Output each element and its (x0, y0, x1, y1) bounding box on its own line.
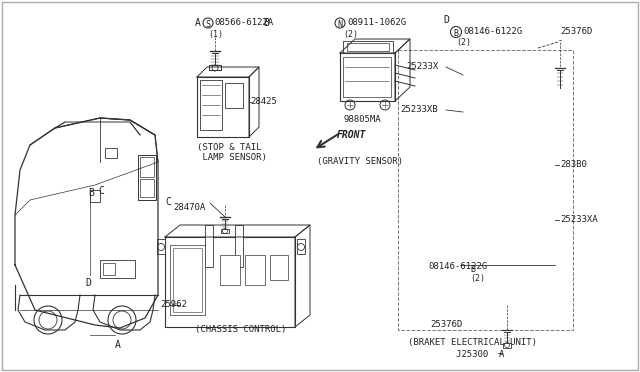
Bar (157, 239, 165, 254)
Bar (478, 80, 536, 180)
Bar (221, 229, 229, 233)
Text: D: D (443, 15, 449, 25)
Text: B: B (263, 18, 269, 28)
Text: C: C (98, 186, 104, 196)
Bar (225, 83, 243, 108)
Text: (1): (1) (208, 30, 223, 39)
Bar (270, 255, 288, 280)
Text: 283B0: 283B0 (560, 160, 587, 169)
Text: (BRAKET ELECTRICAL UNIT): (BRAKET ELECTRICAL UNIT) (408, 338, 537, 347)
Bar (503, 343, 511, 348)
Bar (197, 77, 249, 137)
Bar (138, 155, 156, 200)
Bar (460, 65, 555, 305)
Text: 28425: 28425 (250, 97, 277, 106)
Bar (200, 80, 222, 130)
Text: B: B (454, 29, 458, 38)
Bar (465, 265, 550, 300)
Bar (460, 70, 475, 300)
Text: S: S (205, 20, 210, 29)
Text: (2): (2) (343, 30, 358, 39)
Text: 08146-6122G: 08146-6122G (463, 27, 522, 36)
Bar (343, 41, 393, 53)
Bar (170, 245, 205, 315)
Bar (173, 248, 202, 312)
Text: 25233XB: 25233XB (400, 105, 438, 114)
Text: 25233X: 25233X (406, 62, 438, 71)
Text: A: A (195, 18, 201, 28)
Text: 98805MA: 98805MA (343, 115, 381, 124)
Bar (105, 148, 117, 158)
Text: FRONT: FRONT (337, 130, 366, 140)
Bar (492, 130, 522, 145)
Text: (CHASSIS CONTROL): (CHASSIS CONTROL) (195, 325, 286, 334)
Bar (140, 157, 154, 177)
Text: A: A (115, 340, 121, 350)
Text: B: B (88, 188, 94, 198)
Bar (165, 237, 295, 327)
Text: B: B (470, 265, 476, 274)
Bar (209, 65, 221, 70)
Text: (2): (2) (470, 274, 485, 283)
Text: (GRAVITY SENSOR): (GRAVITY SENSOR) (317, 157, 403, 166)
Bar (540, 70, 555, 300)
Bar (347, 43, 389, 51)
Bar (235, 225, 243, 267)
Text: (STOP & TAIL
 LAMP SENSOR): (STOP & TAIL LAMP SENSOR) (197, 143, 267, 163)
Text: (2): (2) (456, 38, 471, 47)
Text: 25962: 25962 (160, 300, 187, 309)
Bar (492, 100, 522, 120)
Text: 08566-6122A: 08566-6122A (214, 18, 273, 27)
Text: N: N (337, 20, 342, 29)
Bar (140, 179, 154, 197)
Text: 25376D: 25376D (560, 27, 592, 36)
Text: 25376D: 25376D (430, 320, 462, 329)
Text: J25300  A: J25300 A (456, 350, 504, 359)
Bar (482, 85, 532, 175)
Bar (90, 190, 100, 202)
Bar (220, 255, 240, 285)
Bar (340, 53, 395, 101)
Text: 25233XA: 25233XA (560, 215, 598, 224)
Bar (103, 263, 115, 275)
Bar (100, 260, 135, 278)
Bar (556, 88, 564, 93)
Text: 28470A: 28470A (173, 203, 205, 212)
Text: D: D (85, 278, 91, 288)
Bar (205, 225, 213, 267)
Text: C: C (165, 197, 171, 207)
Text: 08911-1062G: 08911-1062G (347, 18, 406, 27)
Bar (398, 50, 573, 330)
Text: 08146-6122G: 08146-6122G (428, 262, 487, 271)
Bar (245, 255, 265, 285)
Bar (297, 239, 305, 254)
Bar (343, 57, 391, 97)
